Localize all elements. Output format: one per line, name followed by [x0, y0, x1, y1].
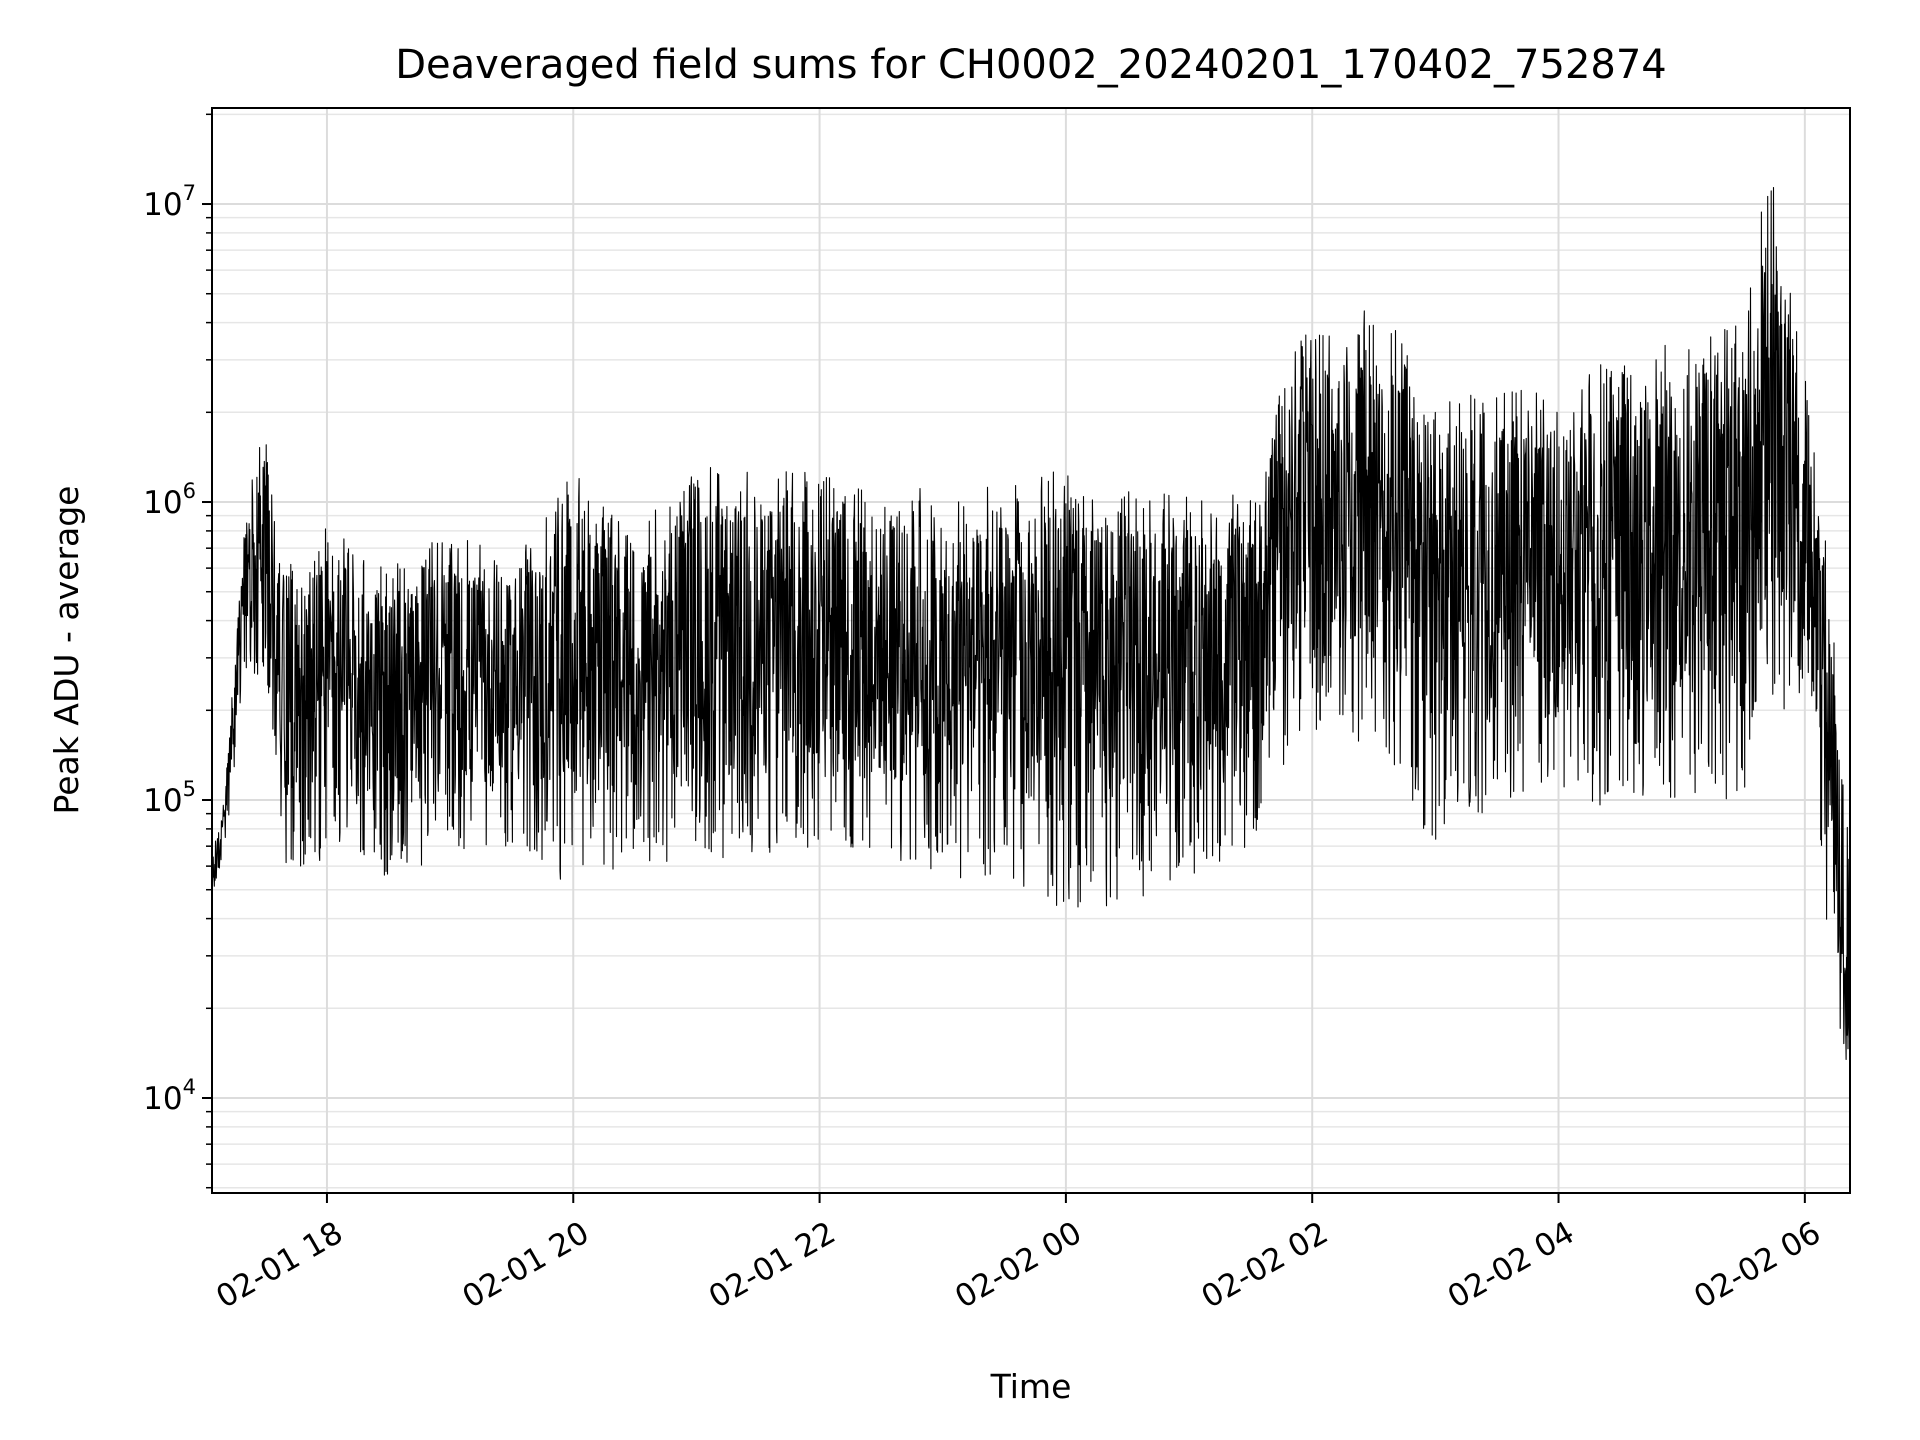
plot-area [211, 186, 1851, 1061]
y-tick-label-exponent: 6 [183, 479, 196, 503]
y-tick-label-base: 10 [143, 1081, 182, 1117]
axes-frame [211, 107, 1851, 1194]
y-tick-label-base: 10 [143, 187, 182, 223]
y-tick-label: 106 [143, 479, 196, 521]
y-tick-label-exponent: 7 [183, 181, 196, 205]
y-axis-label: Peak ADU - average [47, 486, 86, 815]
y-tick-label-base: 10 [143, 783, 182, 819]
chart-title: Deaveraged field sums for CH0002_2024020… [395, 42, 1667, 88]
y-tick-label: 104 [143, 1075, 196, 1117]
y-tick-label: 107 [143, 181, 196, 223]
y-tick-label-exponent: 4 [183, 1075, 196, 1099]
y-tick-label: 105 [143, 777, 196, 819]
data-series-line [211, 186, 1851, 1061]
y-tick-label-base: 10 [143, 485, 182, 521]
x-axis-label: Time [990, 1367, 1072, 1406]
y-tick-label-exponent: 5 [183, 777, 196, 801]
